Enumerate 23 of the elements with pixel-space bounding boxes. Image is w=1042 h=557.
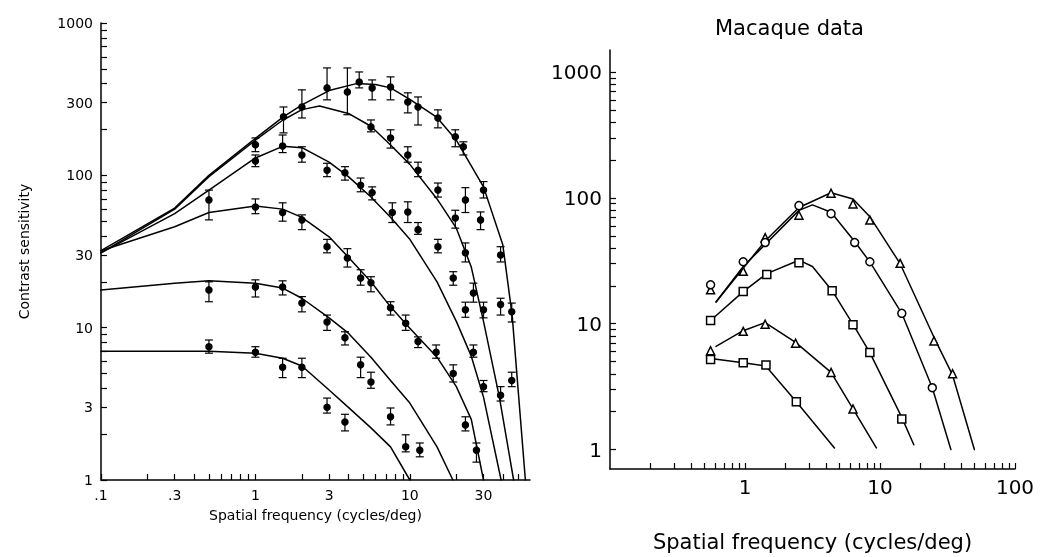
x-tick-label: 1 bbox=[738, 475, 752, 499]
x-tick-label: .3 bbox=[168, 487, 182, 503]
y-tick-label: 300 bbox=[66, 94, 93, 111]
x-tick-label: 3 bbox=[324, 487, 334, 503]
y-tick-label: 1000 bbox=[551, 60, 602, 85]
y-tick-label: 3 bbox=[84, 399, 93, 416]
chart-title: Macaque data bbox=[715, 15, 864, 40]
y-tick-label: 10 bbox=[576, 311, 602, 336]
y-tick-label: 1 bbox=[589, 437, 602, 462]
y-axis-title: Contrast sensitivity bbox=[16, 183, 32, 320]
x-tick-label: 10 bbox=[400, 487, 419, 503]
x-tick-label: 1 bbox=[250, 487, 260, 503]
x-axis-title: Spatial frequency (cycles/deg) bbox=[209, 507, 422, 523]
x-tick-label: 100 bbox=[995, 475, 1035, 499]
x-axis-title: Spatial frequency (cycles/deg) bbox=[652, 529, 973, 554]
y-tick-label: 100 bbox=[563, 185, 602, 210]
y-tick-label: 10 bbox=[75, 319, 93, 336]
y-tick-label: 100 bbox=[66, 167, 93, 184]
y-tick-label: 1000 bbox=[57, 15, 93, 31]
x-tick-label: 10 bbox=[867, 475, 893, 499]
x-tick-label: .1 bbox=[94, 487, 108, 503]
y-tick-label: 30 bbox=[75, 246, 93, 263]
x-tick-label: 30 bbox=[474, 487, 493, 503]
